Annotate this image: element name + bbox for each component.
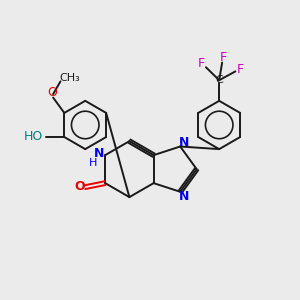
Text: C: C: [215, 75, 223, 85]
Text: O: O: [74, 180, 85, 193]
Text: F: F: [220, 51, 227, 64]
Text: N: N: [178, 136, 189, 148]
Text: F: F: [198, 57, 205, 70]
Text: N: N: [178, 190, 189, 203]
Text: N: N: [94, 147, 104, 160]
Text: CH₃: CH₃: [59, 73, 80, 83]
Text: HO: HO: [24, 130, 43, 143]
Text: O: O: [48, 86, 58, 99]
Text: F: F: [237, 63, 244, 76]
Text: H: H: [88, 158, 97, 167]
